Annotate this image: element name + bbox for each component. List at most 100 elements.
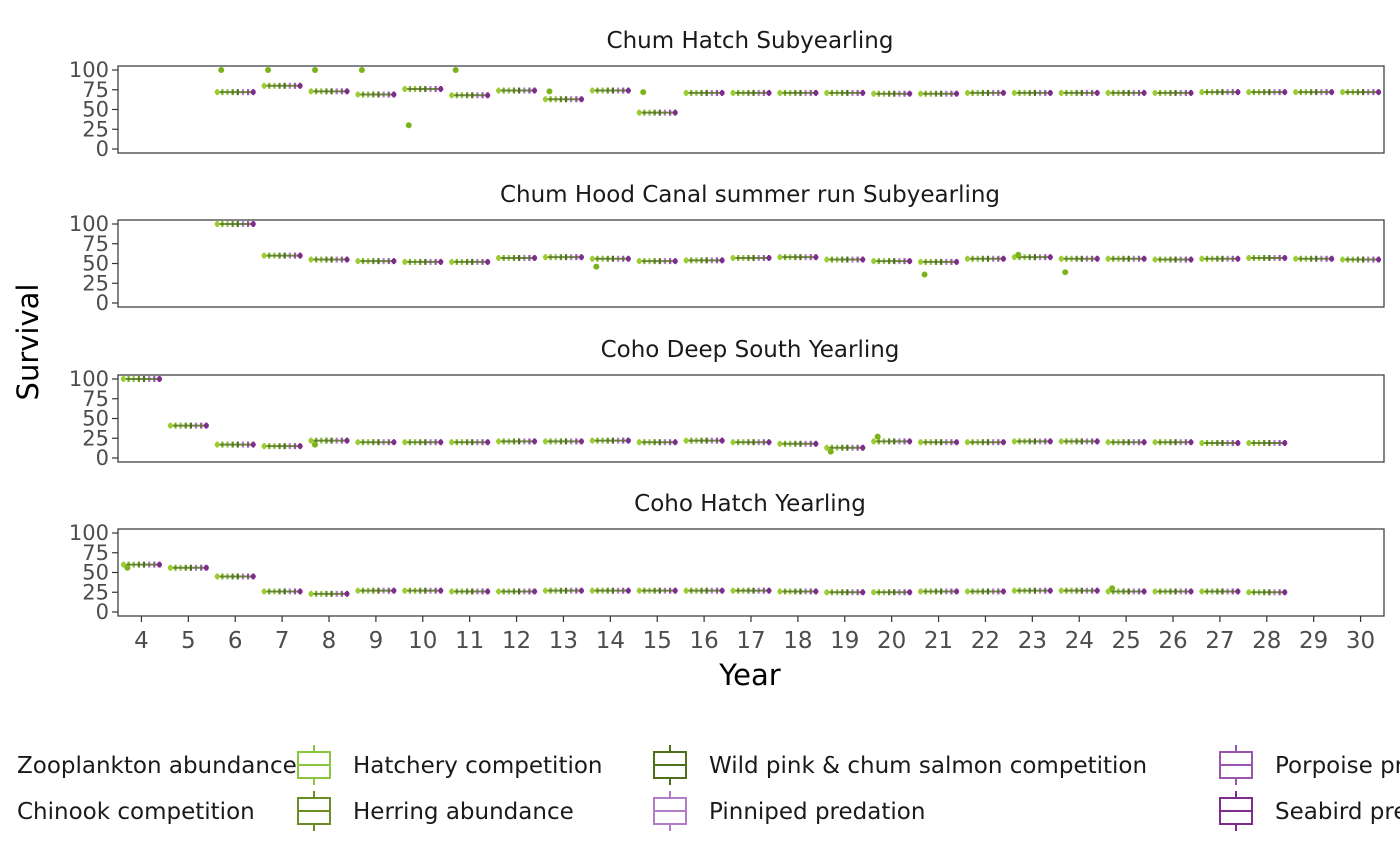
box-group [261,82,303,89]
data-point [495,438,502,445]
y-tick-label: 100 [69,58,109,82]
data-point [860,90,866,96]
data-point [1246,440,1252,446]
box-group [308,256,350,263]
data-point [1282,589,1288,595]
data-point [824,589,830,595]
box-group [964,255,1007,262]
data-point [214,221,220,227]
data-point [683,90,689,96]
x-tick-label: 25 [1111,628,1140,654]
box-group [777,89,819,96]
x-tick-label: 21 [924,628,953,654]
y-tick-label: 25 [82,117,109,141]
box-group [824,256,866,263]
data-point [589,256,595,262]
outlier-point [1015,251,1022,258]
x-tick-label: 6 [228,628,243,654]
box-group [871,258,913,265]
data-point [860,256,866,263]
data-point [730,439,736,445]
data-point [214,441,220,448]
data-point [1235,256,1241,262]
data-point [1235,440,1241,446]
panel-title: Chum Hatch Subyearling [607,28,894,54]
panel-title: Coho Hatch Yearling [634,491,866,517]
data-point [1058,256,1064,262]
box-group [1199,439,1241,446]
legend-key [297,745,331,785]
y-axis-title: Survival [11,284,45,401]
data-point [1094,438,1100,445]
box-group [402,587,444,594]
box-group [917,90,960,97]
legend-label: Zooplankton abundance [17,753,297,779]
box-group [1246,89,1288,96]
data-point [672,588,678,594]
data-point [766,90,772,96]
x-tick-label: 11 [455,628,484,654]
data-point [1047,90,1053,96]
y-tick-label: 100 [69,367,109,391]
panel: Chum Hood Canal summer run Subyearling 02… [69,182,1385,315]
y-tick-label: 100 [69,212,109,236]
box-group [824,589,866,596]
data-point [1011,588,1017,594]
data-point [1293,256,1299,262]
y-tick-label: 50 [82,561,109,585]
box-group [589,87,631,94]
data-point [813,588,819,595]
outlier-point [1062,269,1069,276]
data-point [156,376,163,382]
box-group [355,587,397,594]
data-point [589,87,595,94]
data-point [1105,439,1111,445]
legend: Zooplankton abundance Chinook competition… [17,745,1400,831]
x-tick-label: 8 [322,628,337,654]
y-tick-label: 0 [96,446,109,470]
x-tick-label: 19 [830,628,859,654]
box-group [777,588,819,595]
data-point [953,588,960,595]
box-group [1011,587,1053,594]
box-group [449,588,491,595]
data-point [542,96,549,102]
data-point [871,589,877,595]
box-group [917,439,960,446]
x-tick-label: 18 [783,628,812,654]
data-point [1293,89,1299,95]
data-point [953,91,960,97]
data-point [531,87,538,94]
box-group [402,439,444,446]
data-point [203,423,209,429]
panel-border [117,374,1385,463]
legend-label: Pinniped predation [709,799,925,825]
data-point [308,88,314,94]
data-point [719,588,725,594]
data-point [917,439,924,445]
x-tick-label: 29 [1299,628,1328,654]
data-point [907,91,913,97]
data-point [1058,438,1064,445]
data-point [485,439,491,445]
data-point [308,256,314,263]
data-point [766,588,772,594]
data-point [495,87,502,94]
data-point [1141,90,1147,96]
box-group [214,89,256,96]
y-tick-label: 75 [82,78,109,102]
x-tick-label: 27 [1205,628,1234,654]
data-point [1047,254,1053,260]
data-point [1094,90,1100,96]
data-point [542,438,549,445]
data-point [156,562,163,568]
box-group [1152,89,1194,96]
outlier-point [124,564,131,571]
box-group [636,258,678,265]
data-point [1141,256,1147,262]
box-group [824,89,866,96]
data-point [1329,89,1335,95]
data-point [1329,256,1335,262]
data-point [355,91,361,98]
data-point [402,439,408,445]
